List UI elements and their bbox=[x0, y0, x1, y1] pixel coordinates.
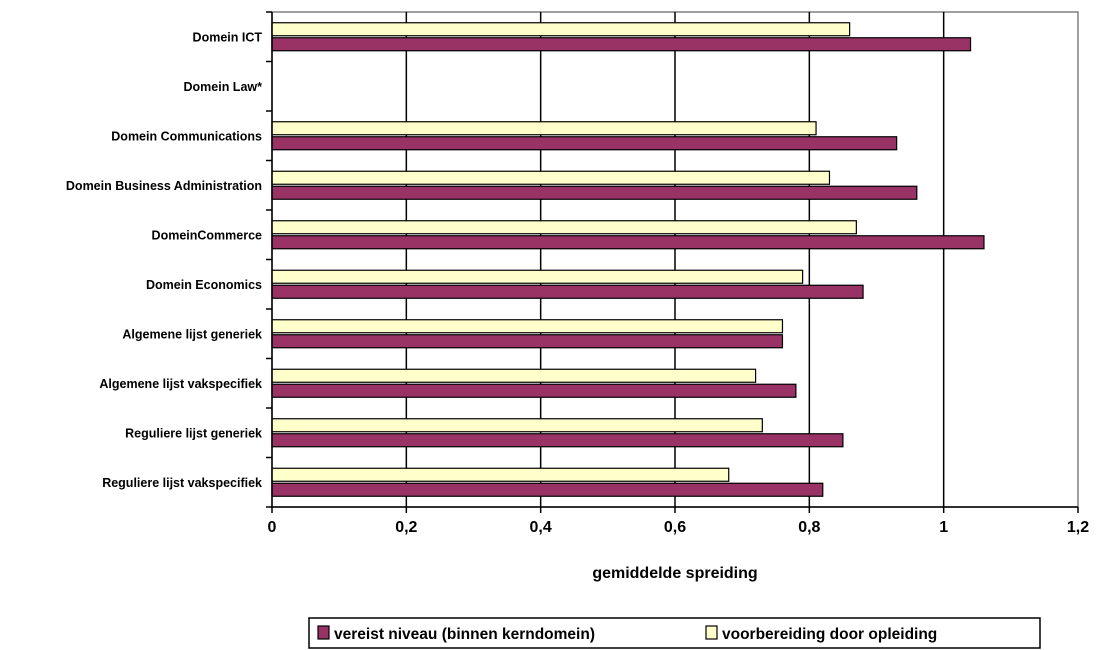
category-label: Reguliere lijst vakspecifiek bbox=[102, 476, 262, 490]
bar-voorbereiding bbox=[271, 220, 857, 235]
bar-vereist-niveau bbox=[271, 383, 797, 398]
legend-swatch bbox=[317, 625, 330, 640]
legend: vereist niveau (binnen kerndomein) voorbe… bbox=[308, 617, 1041, 649]
bar-vereist-niveau bbox=[271, 284, 864, 299]
bar-vereist-niveau bbox=[271, 185, 918, 200]
bar-vereist-niveau bbox=[271, 37, 972, 52]
bar-vereist-niveau bbox=[271, 433, 844, 448]
bar-vereist-niveau bbox=[271, 482, 824, 497]
legend-swatch bbox=[705, 625, 718, 640]
bar-vereist-niveau bbox=[271, 136, 898, 151]
bar-voorbereiding bbox=[271, 170, 831, 185]
category-label: Domein ICT bbox=[193, 30, 263, 44]
x-tick-label: 0,4 bbox=[530, 519, 552, 536]
bar-vereist-niveau bbox=[271, 334, 784, 349]
category-label: Domein Law* bbox=[184, 80, 263, 94]
category-label: Domein Communications bbox=[111, 129, 262, 143]
x-axis-title: gemiddelde spreiding bbox=[592, 565, 757, 582]
category-label: Domein Business Administration bbox=[66, 179, 262, 193]
category-label: Algemene lijst generiek bbox=[122, 327, 262, 341]
legend-box bbox=[308, 617, 1041, 649]
bars bbox=[271, 22, 985, 497]
bar-voorbereiding bbox=[271, 22, 851, 37]
bar-voorbereiding bbox=[271, 467, 730, 482]
legend-label: voorbereiding door opleiding bbox=[722, 626, 937, 643]
x-tick-label: 1,2 bbox=[1067, 519, 1089, 536]
category-label: Algemene lijst vakspecifiek bbox=[99, 377, 262, 391]
bar-voorbereiding bbox=[271, 269, 804, 284]
bar-voorbereiding bbox=[271, 121, 817, 136]
x-tick-label: 0,2 bbox=[395, 519, 417, 536]
bar-vereist-niveau bbox=[271, 235, 985, 250]
x-tick-label: 1 bbox=[939, 519, 948, 536]
axes bbox=[266, 11, 1079, 513]
category-label: Reguliere lijst generiek bbox=[125, 426, 262, 440]
category-labels: Domein ICT Domein Law* Domein Communicatio… bbox=[66, 30, 262, 490]
x-tick-label: 0 bbox=[268, 519, 277, 536]
legend-label: vereist niveau (binnen kerndomein) bbox=[334, 626, 595, 643]
x-tick-label: 0,6 bbox=[664, 519, 686, 536]
bar-voorbereiding bbox=[271, 319, 784, 334]
category-label: Domein Economics bbox=[146, 278, 262, 292]
x-tick-label: 0,8 bbox=[798, 519, 820, 536]
x-tick-labels: 0 0,2 0,4 0,6 0,8 1 1,2 bbox=[268, 519, 1090, 536]
bar-voorbereiding bbox=[271, 418, 763, 433]
category-label: DomeinCommerce bbox=[152, 228, 262, 242]
bar-voorbereiding bbox=[271, 368, 757, 383]
